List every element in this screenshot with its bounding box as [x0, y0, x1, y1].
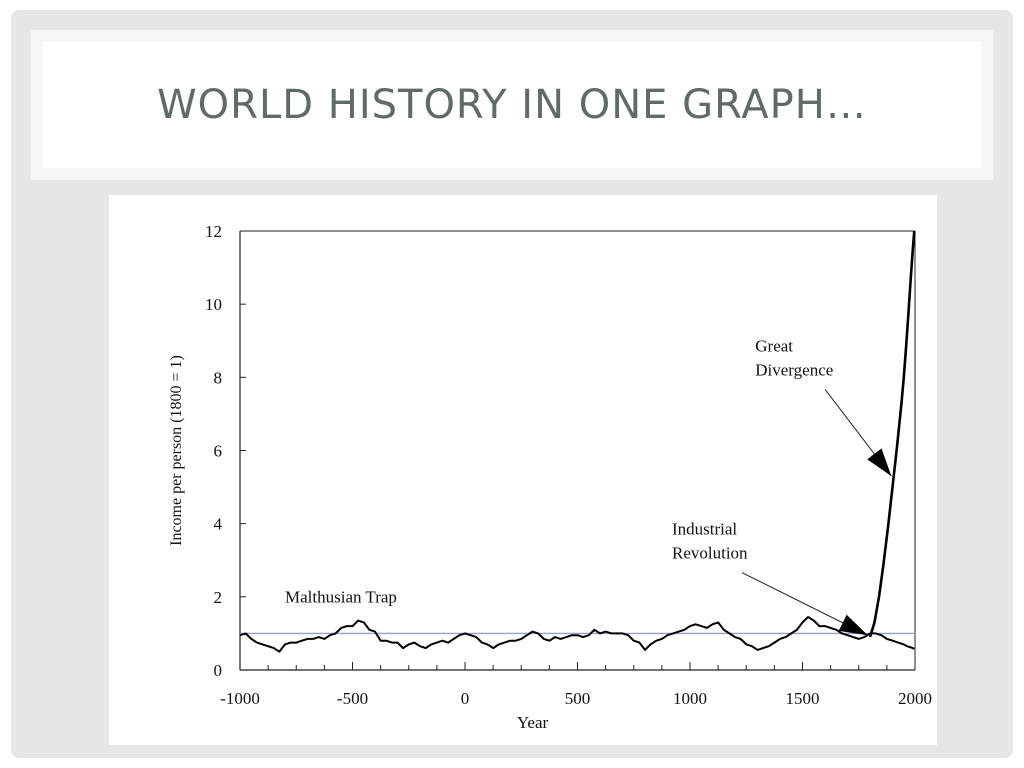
chart-card: 0 2 4 6 8 10 12 -1000 -500 0 500 1000 1500 2000 Malth…: [109, 195, 937, 745]
x-tick-label: -1000: [220, 689, 260, 708]
annotation-label: Malthusian Trap: [285, 587, 397, 606]
y-tick-label: 4: [214, 515, 223, 534]
x-tick-label: 1000: [673, 689, 707, 708]
series-line-3: [868, 230, 916, 638]
annotation-label: Great: [755, 337, 793, 356]
x-axis-label: Year: [517, 713, 549, 732]
annotation-group: Malthusian Trap Industrial Revolution Great…: [285, 337, 892, 636]
tick-group: 0 2 4 6 8 10 12 -1000 -500 0 500 1000 1500 2000: [205, 222, 932, 708]
y-tick-label: 6: [214, 442, 223, 461]
series-line-1: [239, 616, 871, 653]
annotation-label: Industrial: [672, 520, 737, 539]
y-tick-label: 10: [205, 295, 222, 314]
annotation-arrowhead: [838, 614, 868, 636]
y-axis-label: Income per person (1800 = 1): [168, 355, 185, 546]
annotation-label: Divergence: [755, 361, 833, 380]
annotation-arrowhead: [867, 448, 892, 477]
slide: World History in One Graph… 0 2 4 6 8 10 12 -10…: [11, 10, 1013, 758]
title-band: World History in One Graph…: [31, 30, 993, 180]
annotation-label: Revolution: [672, 544, 748, 563]
y-tick-label: 2: [214, 588, 223, 607]
x-tick-label: 2000: [898, 689, 932, 708]
y-tick-label: 8: [214, 368, 223, 387]
y-tick-label: 12: [205, 222, 222, 241]
x-tick-label: 1500: [786, 689, 820, 708]
x-tick-label: 500: [565, 689, 591, 708]
income-chart: 0 2 4 6 8 10 12 -1000 -500 0 500 1000 1500 2000 Malth…: [168, 222, 932, 732]
y-tick-label: 0: [214, 661, 223, 680]
title-box: World History in One Graph…: [43, 42, 981, 168]
series-line-2: [870, 632, 915, 650]
series-group: [239, 230, 916, 653]
x-tick-label: 0: [461, 689, 470, 708]
x-tick-label: -500: [337, 689, 368, 708]
slide-title: World History in One Graph…: [157, 82, 867, 128]
